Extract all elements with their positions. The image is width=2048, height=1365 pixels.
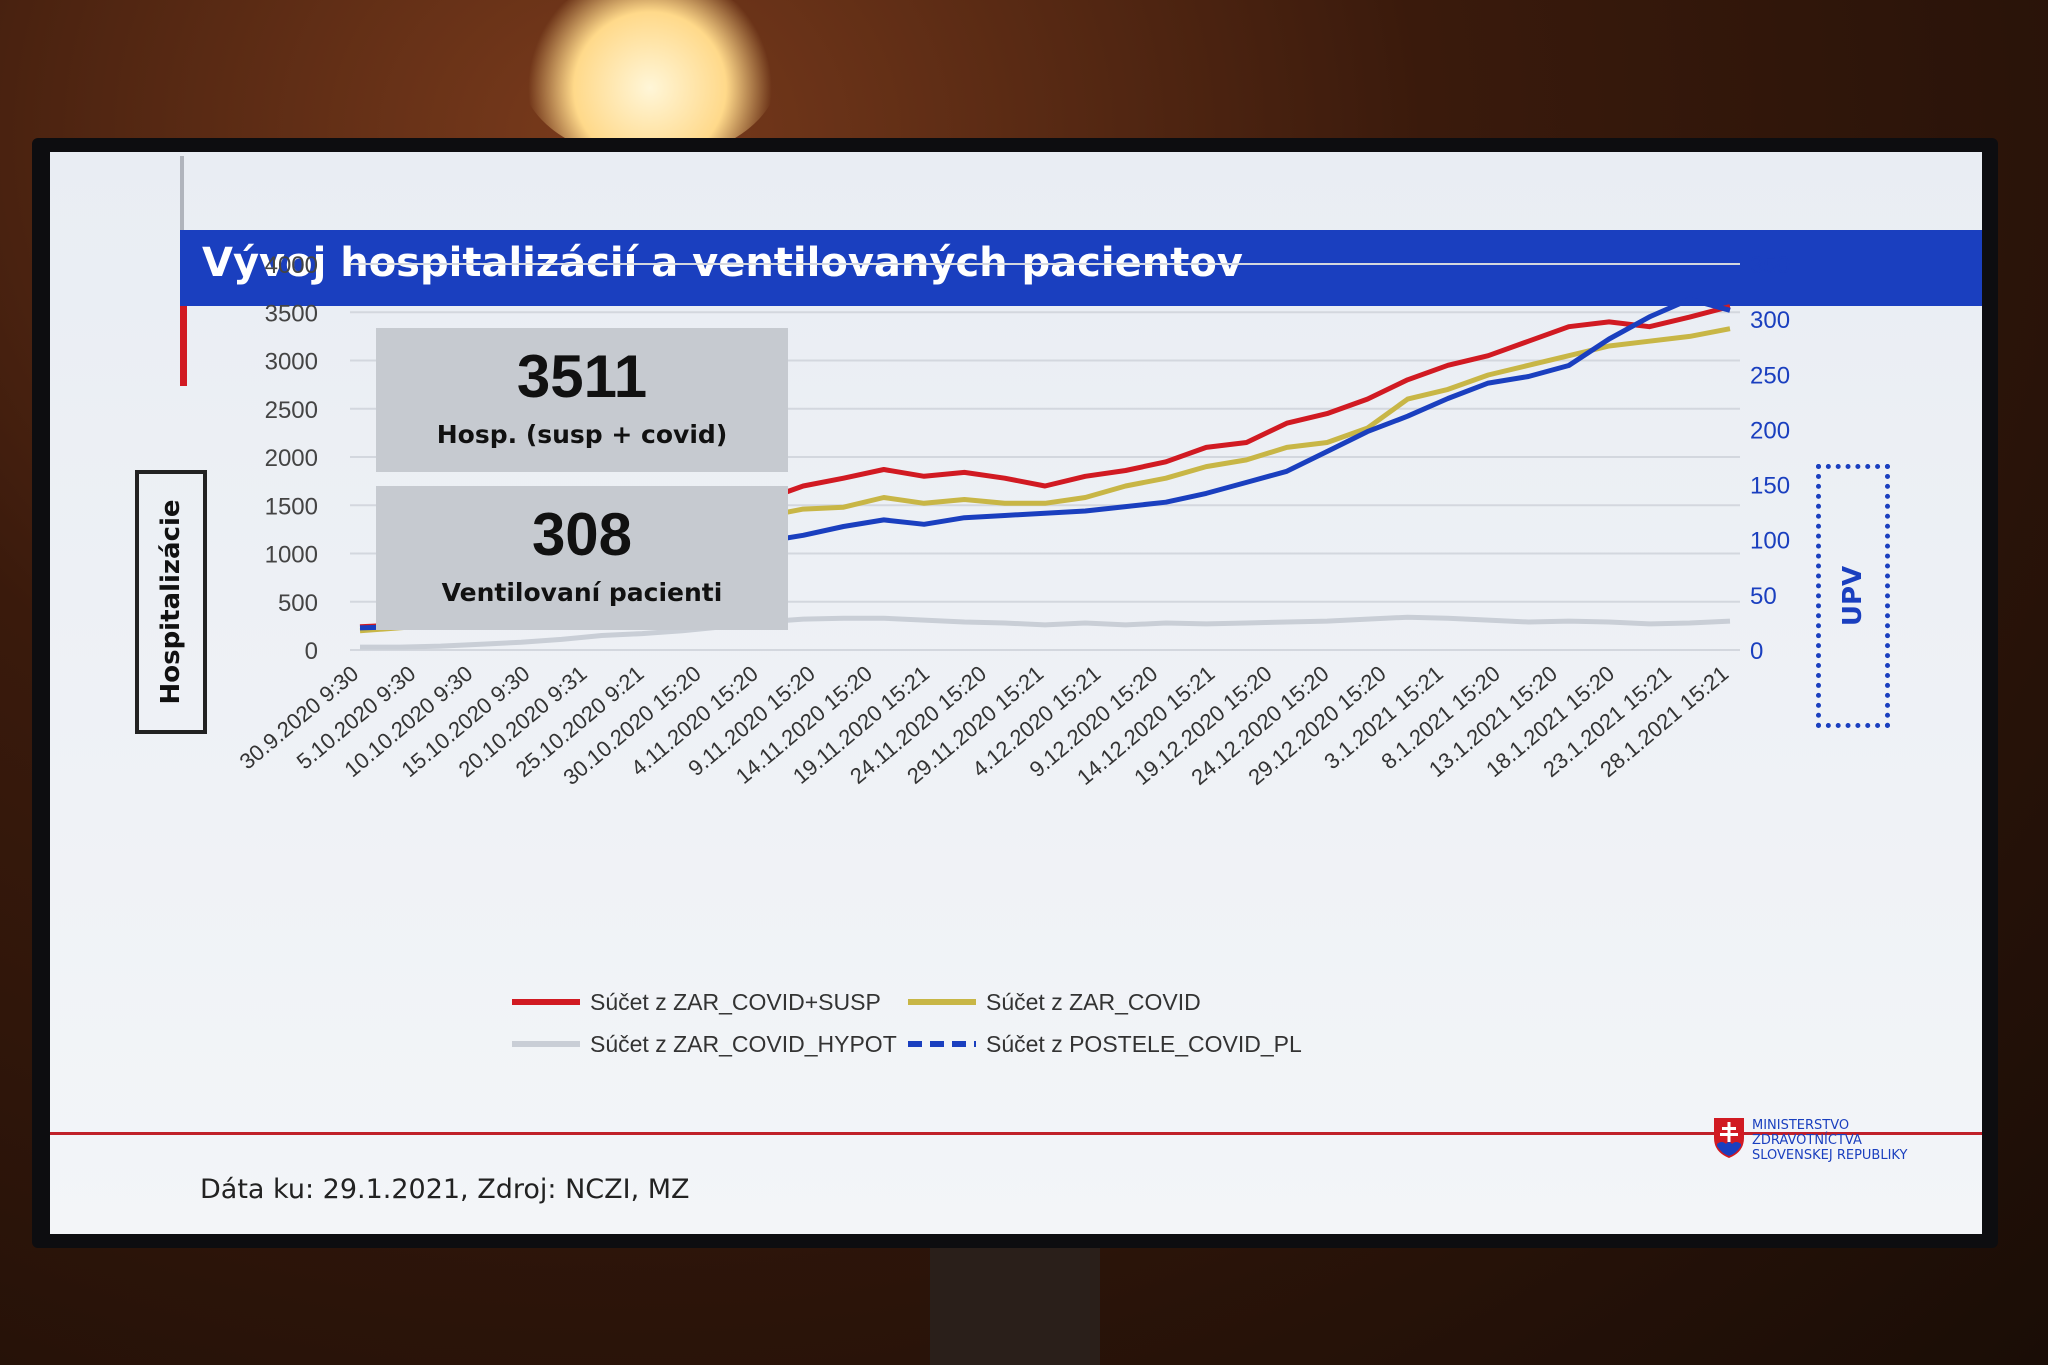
title-bar: Vývoj hospitalizácií a ventilovaných pac… xyxy=(180,230,1982,306)
coat-of-arms-icon xyxy=(1714,1118,1744,1158)
kpi-ventilated-label: Ventilovaní pacienti xyxy=(441,578,723,607)
y-left-tick-label: 1000 xyxy=(265,542,318,569)
legend-label: Súčet z ZAR_COVID xyxy=(986,989,1201,1015)
y-right-tick-label: 250 xyxy=(1750,362,1790,389)
left-axis-label-box: Hospitalizácie xyxy=(135,470,207,734)
y-right-tick-label: 0 xyxy=(1750,638,1763,665)
y-right-tick-label: 50 xyxy=(1750,583,1777,610)
legend-label: Súčet z POSTELE_COVID_PL xyxy=(986,1031,1302,1057)
kpi-hospitalized: 3511 Hosp. (susp + covid) xyxy=(376,328,788,472)
footer-divider xyxy=(50,1132,1982,1135)
chart: 0 500 1000 1500 2000 2500 3000 3500 4000 0 50 100 15… xyxy=(235,252,1790,1057)
y-left-tick-label: 2500 xyxy=(265,397,318,424)
kpi-ventilated: 308 Ventilovaní pacienti xyxy=(376,486,788,630)
y-right-tick-label: 100 xyxy=(1750,528,1790,555)
kpi-ventilated-value: 308 xyxy=(531,501,633,568)
logo-line-2: ZDRAVOTNÍCTVA xyxy=(1752,1133,1862,1148)
y-left-tick-label: 4000 xyxy=(265,252,318,279)
logo-line-3: SLOVENSKEJ REPUBLIKY xyxy=(1752,1148,1908,1163)
kpi-hospitalized-value: 3511 xyxy=(516,343,648,410)
accent-bar-red xyxy=(180,306,187,386)
logo-text: MINISTERSTVO ZDRAVOTNÍCTVA SLOVENSKEJ RE… xyxy=(1752,1118,1907,1163)
ministry-logo: MINISTERSTVO ZDRAVOTNÍCTVA SLOVENSKEJ RE… xyxy=(1712,1112,1962,1172)
series-line-2 xyxy=(360,614,1731,650)
y-left-tick-label: 1500 xyxy=(265,493,318,520)
ceiling-lamp xyxy=(520,0,780,160)
logo-line-1: MINISTERSTVO xyxy=(1752,1118,1850,1133)
legend-label: Súčet z ZAR_COVID_HYPOT xyxy=(590,1031,897,1057)
right-axis-label-box: UPV xyxy=(1816,464,1890,728)
y-left-tick-label: 0 xyxy=(305,638,318,665)
right-axis-label: UPV xyxy=(1838,565,1868,627)
y-left-tick-label: 3000 xyxy=(265,349,318,376)
slide: Vývoj hospitalizácií a ventilovaných pac… xyxy=(50,152,1982,1234)
y-right-tick-label: 300 xyxy=(1750,307,1790,334)
accent-bar-grey xyxy=(180,156,184,230)
legend-label: Súčet z ZAR_COVID+SUSP xyxy=(590,989,881,1015)
y-right-tick-label: 350 xyxy=(1750,252,1790,279)
monitor-stand xyxy=(930,1240,1100,1365)
y-right-tick-label: 200 xyxy=(1750,417,1790,444)
footer-source: Dáta ku: 29.1.2021, Zdroj: NCZI, MZ xyxy=(200,1174,690,1205)
y-right-tick-label: 150 xyxy=(1750,473,1790,500)
y-left-tick-label: 2000 xyxy=(265,445,318,472)
left-axis-label: Hospitalizácie xyxy=(156,499,186,705)
y-left-tick-label: 500 xyxy=(278,590,318,617)
y-left-tick-label: 3500 xyxy=(265,300,318,327)
kpi-hospitalized-label: Hosp. (susp + covid) xyxy=(436,420,728,449)
